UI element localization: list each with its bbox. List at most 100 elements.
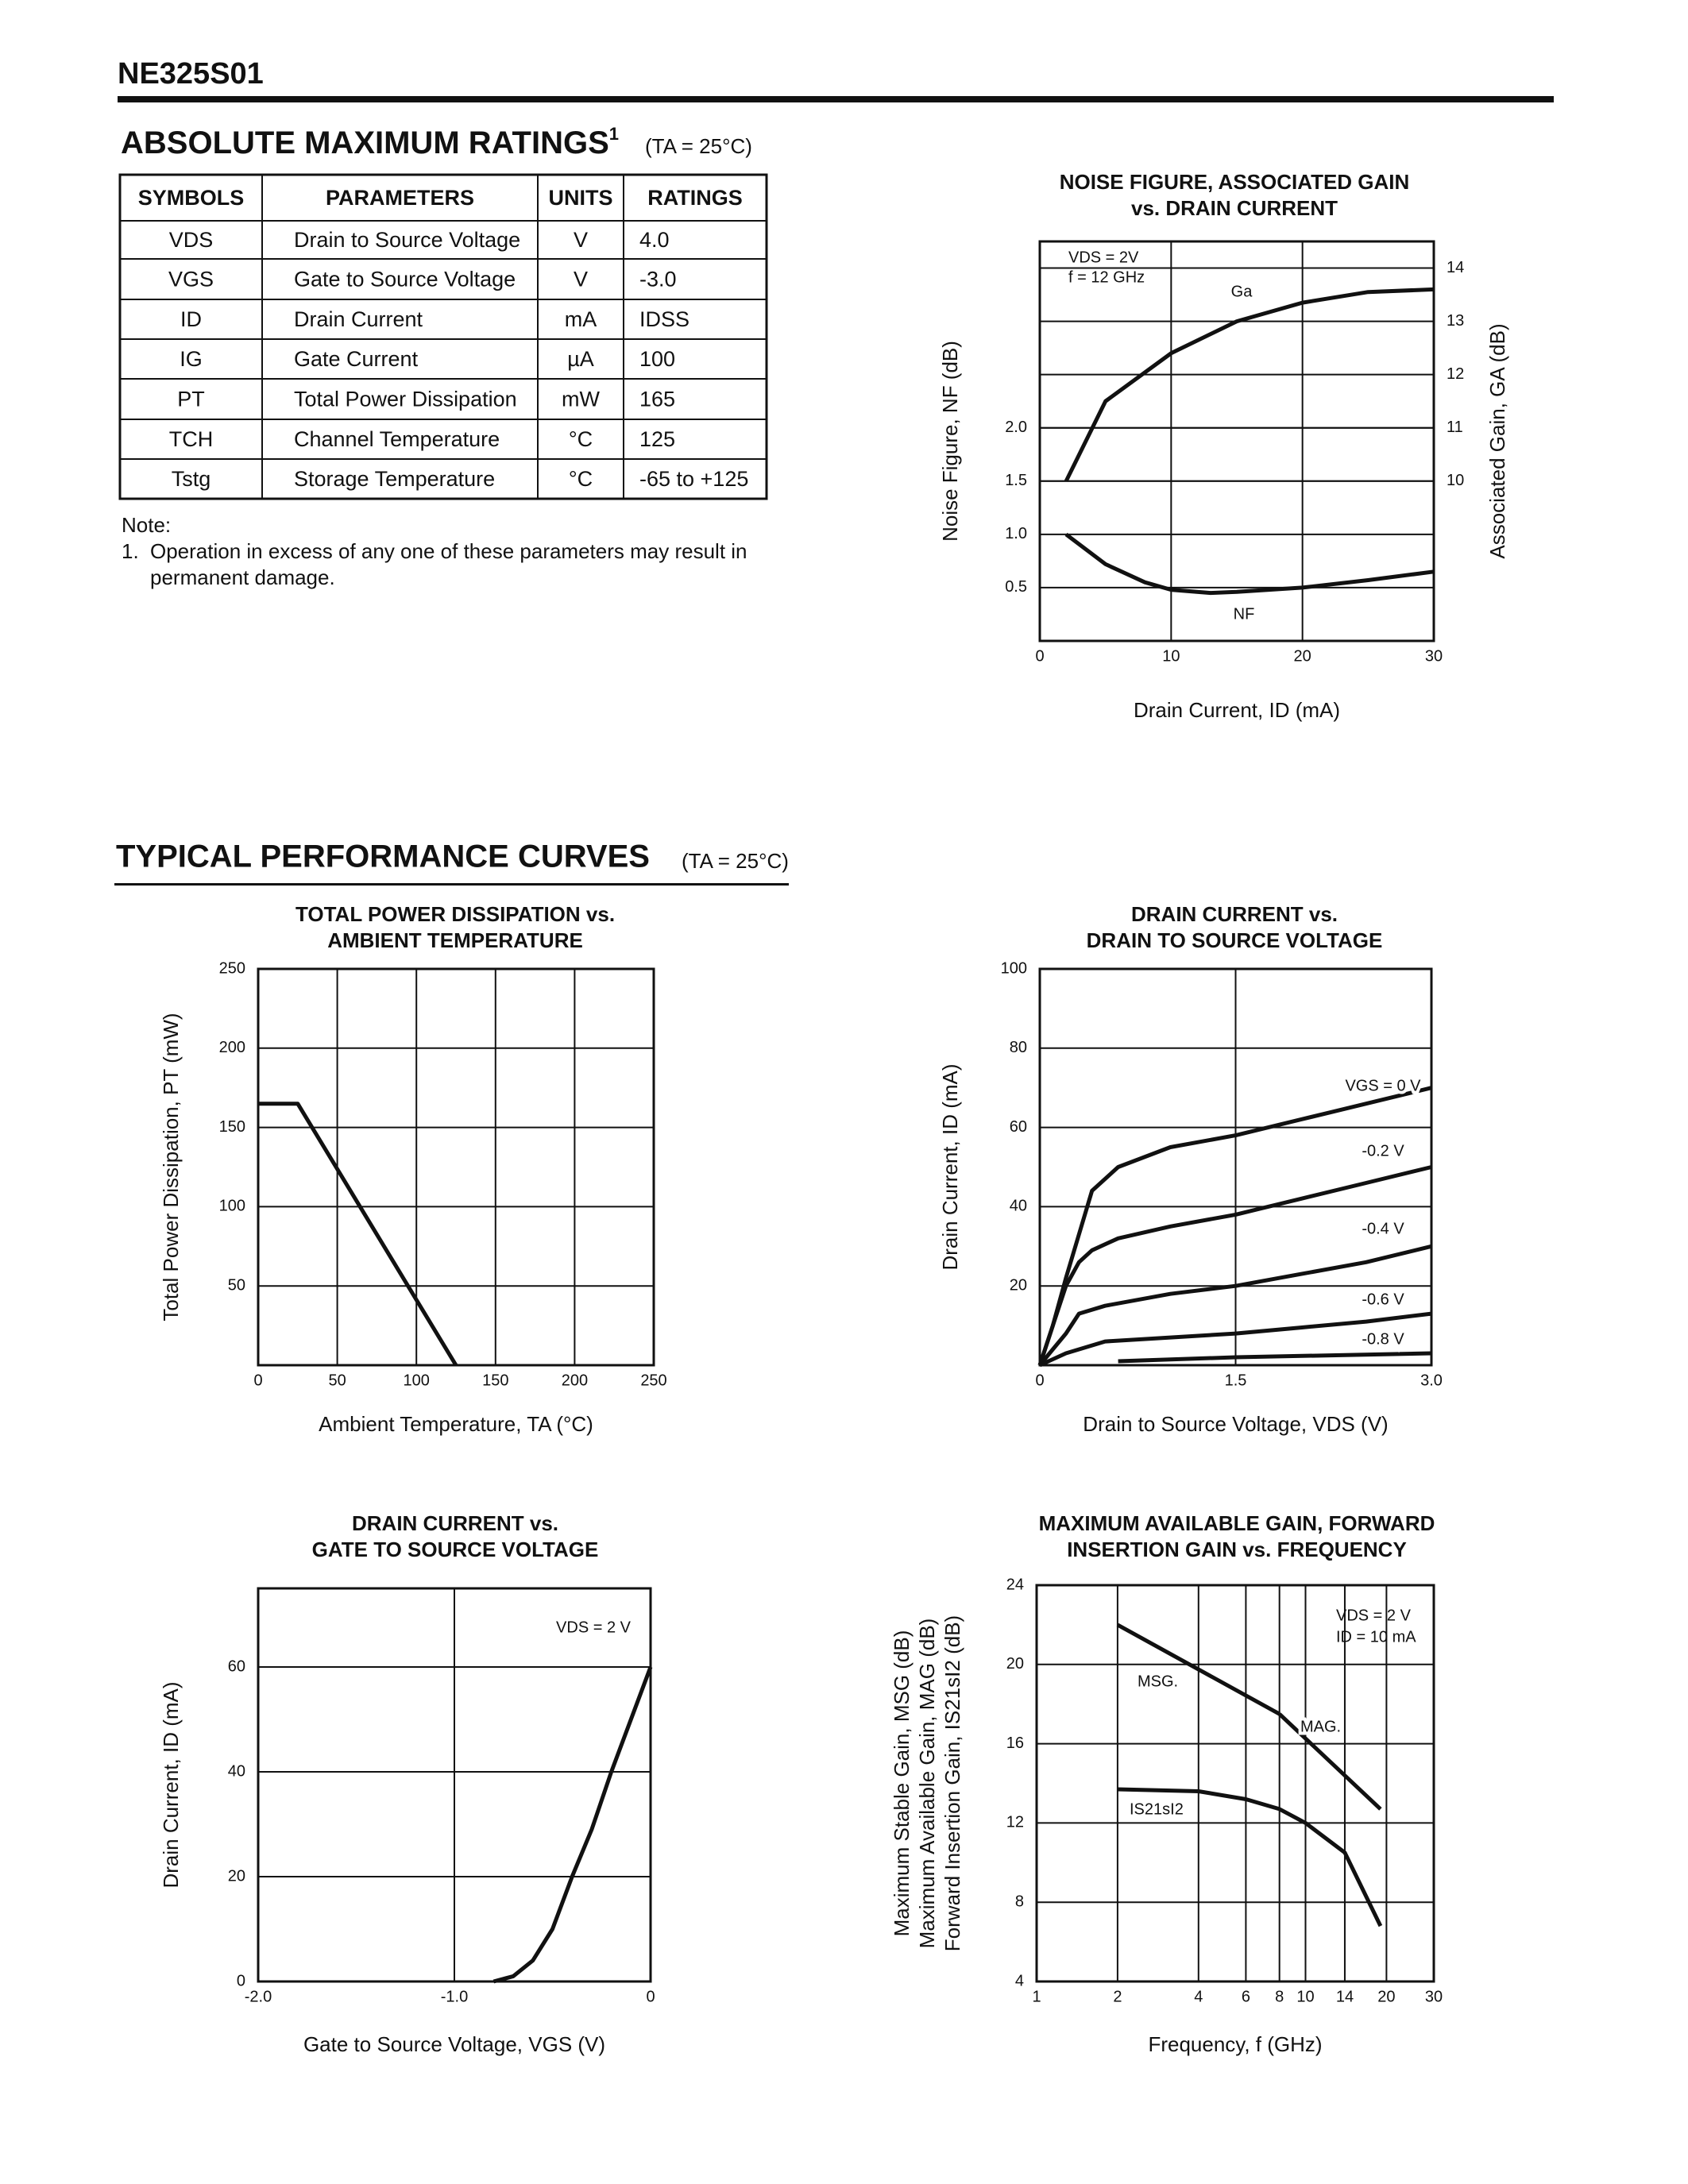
y-tick-label: 4 [1015, 1972, 1024, 1989]
table-cell: IG [180, 347, 203, 371]
chart-title: TOTAL POWER DISSIPATION vs. [295, 902, 615, 926]
table-header-cell: SYMBOLS [138, 186, 245, 210]
y-tick-label: 0.5 [1005, 578, 1027, 596]
series-line [258, 1102, 458, 1367]
y2-axis-label: Associated Gain, GA (dB) [1485, 323, 1509, 558]
annotation: ID = 10 mA [1336, 1628, 1416, 1646]
chart-title: INSERTION GAIN vs. FREQUENCY [1067, 1538, 1407, 1561]
y-tick-label: 60 [228, 1657, 245, 1675]
x-tick-label: 30 [1425, 1988, 1443, 2005]
table-header-cell: UNITS [549, 186, 613, 210]
y-tick-label: 40 [228, 1762, 245, 1780]
x-tick-label: 2 [1113, 1988, 1122, 2005]
y-tick-label: 1.0 [1005, 525, 1027, 542]
table-cell: Total Power Dissipation [294, 388, 517, 411]
table-cell: ID [180, 307, 202, 331]
x-tick-label: 0 [1035, 647, 1044, 665]
y-tick-label: 200 [219, 1039, 245, 1056]
note-number: 1. [122, 539, 139, 563]
x-tick-label: 8 [1275, 1988, 1284, 2005]
series-label: -0.8 V [1362, 1330, 1404, 1348]
x-tick-label: 30 [1425, 647, 1443, 665]
x-tick-label: 0 [253, 1372, 262, 1389]
ratings-title: ABSOLUTE MAXIMUM RATINGS1 [121, 124, 619, 160]
x-tick-label: 1.5 [1225, 1372, 1247, 1389]
series-label: VGS = 0 V [1345, 1077, 1421, 1094]
y-tick-label: 100 [1001, 959, 1027, 977]
series-line [1116, 1623, 1280, 1716]
y-axis-label: Maximum Available Gain, MAG (dB) [915, 1619, 939, 1949]
x-tick-label: -2.0 [245, 1988, 272, 2005]
annotation: VDS = 2 V [1336, 1607, 1412, 1624]
table-cell: Gate to Source Voltage [294, 268, 516, 291]
y-tick-label: 12 [1006, 1814, 1024, 1831]
series-label: MAG. [1300, 1718, 1341, 1735]
chart-title: DRAIN CURRENT vs. [1131, 902, 1338, 926]
x-axis-label: Drain Current, ID (mA) [1134, 698, 1340, 722]
y-axis-label: Drain Current, ID (mA) [938, 1063, 962, 1270]
table-cell: IDSS [639, 307, 689, 331]
header-rule [118, 96, 1554, 102]
chart-title: MAXIMUM AVAILABLE GAIN, FORWARD [1039, 1511, 1435, 1535]
ratings-title-text: ABSOLUTE MAXIMUM RATINGS [121, 125, 609, 160]
plot-frame [257, 1587, 652, 1983]
note-line: Operation in excess of any one of these … [150, 539, 747, 563]
chart-title: AMBIENT TEMPERATURE [327, 928, 583, 952]
table-cell: Drain to Source Voltage [294, 228, 520, 252]
x-tick-label: 10 [1162, 647, 1180, 665]
x-tick-label: 20 [1294, 647, 1311, 665]
table-border [118, 173, 768, 500]
series-label: -0.6 V [1362, 1291, 1404, 1308]
table-cell: VGS [168, 268, 214, 291]
y-tick-label: 8 [1015, 1893, 1024, 1910]
table-cell: Storage Temperature [294, 467, 495, 491]
table-cell: 125 [639, 427, 675, 451]
series-line [1038, 1244, 1432, 1367]
series-line [1277, 1712, 1382, 1811]
table-cell: Gate Current [294, 347, 419, 371]
table-cell: °C [569, 427, 593, 451]
y-tick-label: 100 [219, 1198, 245, 1215]
series-line [1064, 287, 1435, 482]
table-cell: µA [567, 347, 594, 371]
x-tick-label: 6 [1242, 1988, 1250, 2005]
chart: 0 10 20 30 0.5 1.0 1.5 2.0 10 11 12 13 14 NOISE FIGUR… [938, 170, 1509, 722]
ratings-condition: (TA = 25°C) [645, 134, 752, 158]
table-cell: °C [569, 467, 593, 491]
x-tick-label: 1 [1032, 1988, 1041, 2005]
table-cell: VDS [169, 228, 214, 252]
y-tick-label: 250 [219, 959, 245, 977]
y-axis-label: Noise Figure, NF (dB) [938, 341, 962, 542]
x-tick-label: 50 [328, 1372, 346, 1389]
x-axis-label: Frequency, f (GHz) [1148, 2032, 1322, 2056]
y2-tick-label: 12 [1447, 365, 1464, 383]
x-tick-label: 0 [646, 1988, 655, 2005]
chart: 0 1.5 3.0 20 40 60 80 100 DRAIN CURRENT vs.DRAIN… [938, 902, 1443, 1436]
table-cell: -3.0 [639, 268, 677, 291]
series-label: -0.4 V [1362, 1220, 1404, 1237]
plot-frame [1038, 240, 1435, 642]
y-axis-label: Drain Current, ID (mA) [159, 1681, 183, 1888]
note-line: permanent damage. [150, 565, 335, 589]
series-line [1037, 1165, 1432, 1366]
section-condition: (TA = 25°C) [682, 849, 789, 873]
x-tick-label: 10 [1296, 1988, 1314, 2005]
annotation: VDS = 2 V [556, 1619, 632, 1636]
table-cell: Drain Current [294, 307, 423, 331]
series-label: NF [1234, 605, 1255, 623]
chart-title: GATE TO SOURCE VOLTAGE [312, 1538, 599, 1561]
series-label: Ga [1231, 283, 1253, 300]
table-cell: mA [565, 307, 597, 331]
table-cell: 165 [639, 388, 675, 411]
x-axis-label: Drain to Source Voltage, VDS (V) [1083, 1412, 1388, 1436]
table-cell: 4.0 [639, 228, 670, 252]
table-cell: TCH [169, 427, 214, 451]
table-cell: V [574, 268, 588, 291]
y-tick-label: 2.0 [1005, 419, 1027, 436]
table-cell: Channel Temperature [294, 427, 500, 451]
y-tick-label: 80 [1010, 1039, 1027, 1056]
y2-tick-label: 11 [1447, 419, 1463, 436]
y-tick-label: 40 [1010, 1198, 1027, 1215]
